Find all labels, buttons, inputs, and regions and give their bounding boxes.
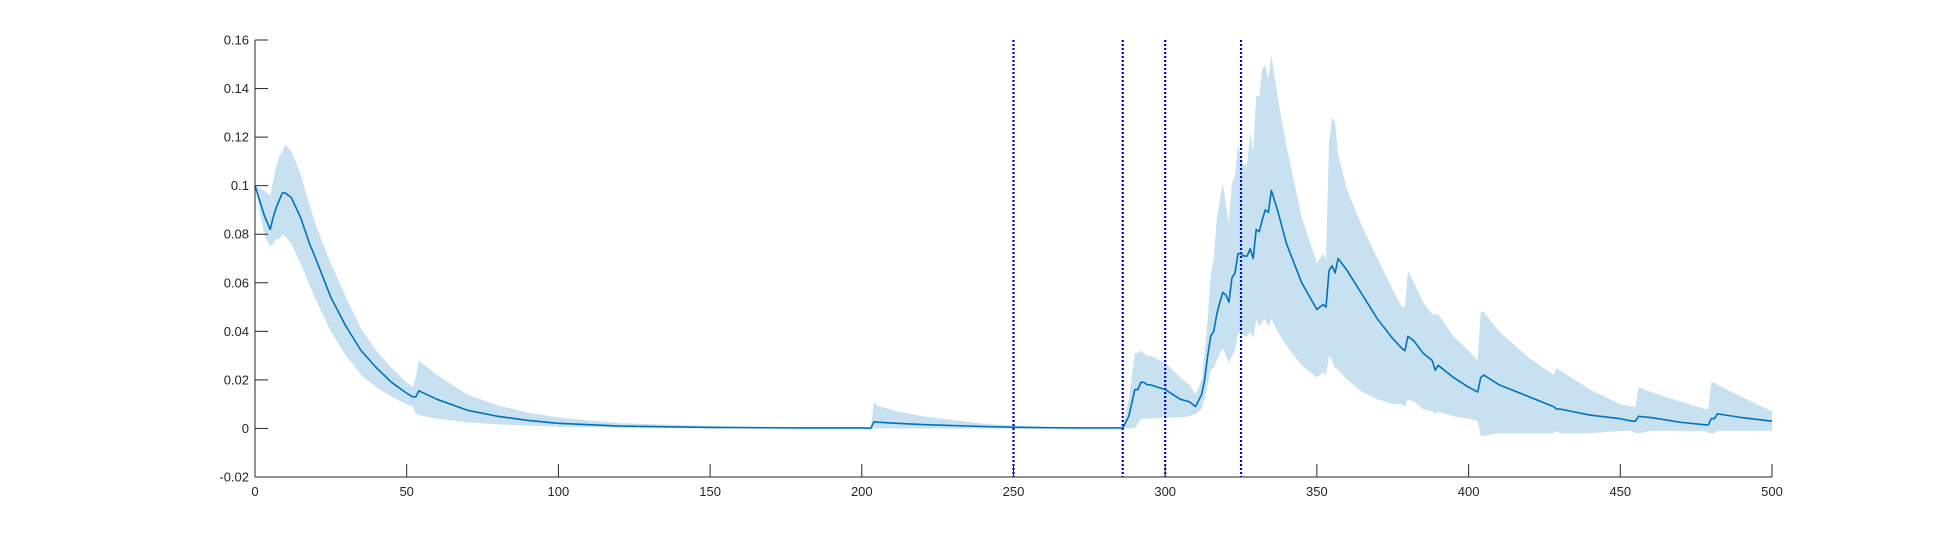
confidence-band-0	[255, 54, 1772, 436]
y-tick-label: 0.02	[224, 372, 249, 387]
x-tick-label: 200	[851, 484, 873, 499]
x-tick-label: 50	[399, 484, 413, 499]
x-tick-label: 250	[1003, 484, 1025, 499]
mean-line-0	[254, 185, 1773, 430]
x-tick-label: 400	[1458, 484, 1480, 499]
y-tick-label: 0.14	[224, 81, 249, 96]
x-tick-label: 350	[1306, 484, 1328, 499]
confidence-band-layer	[255, 54, 1772, 436]
x-tick-label: 150	[699, 484, 721, 499]
x-tick-label: 450	[1609, 484, 1631, 499]
y-tick-label: 0.12	[224, 130, 249, 145]
x-tick-label: 500	[1761, 484, 1783, 499]
x-tick-label: 0	[251, 484, 258, 499]
y-tick-label: 0	[242, 421, 249, 436]
x-tick-label: 300	[1154, 484, 1176, 499]
x-tick-label: 100	[548, 484, 570, 499]
y-tick-label: 0.16	[224, 33, 249, 48]
y-tick-label: 0.1	[231, 178, 249, 193]
y-tick-label: 0.04	[224, 324, 249, 339]
y-tick-label: 0.08	[224, 227, 249, 242]
vertical-markers-layer	[1012, 40, 1243, 477]
y-tick-label: -0.02	[219, 470, 249, 485]
mean-line-layer	[254, 185, 1773, 430]
axes-layer: 0 50 100 150 200 250 300 350 400 450 500-0.0200.02…	[219, 33, 1782, 500]
y-tick-label: 0.06	[224, 275, 249, 290]
